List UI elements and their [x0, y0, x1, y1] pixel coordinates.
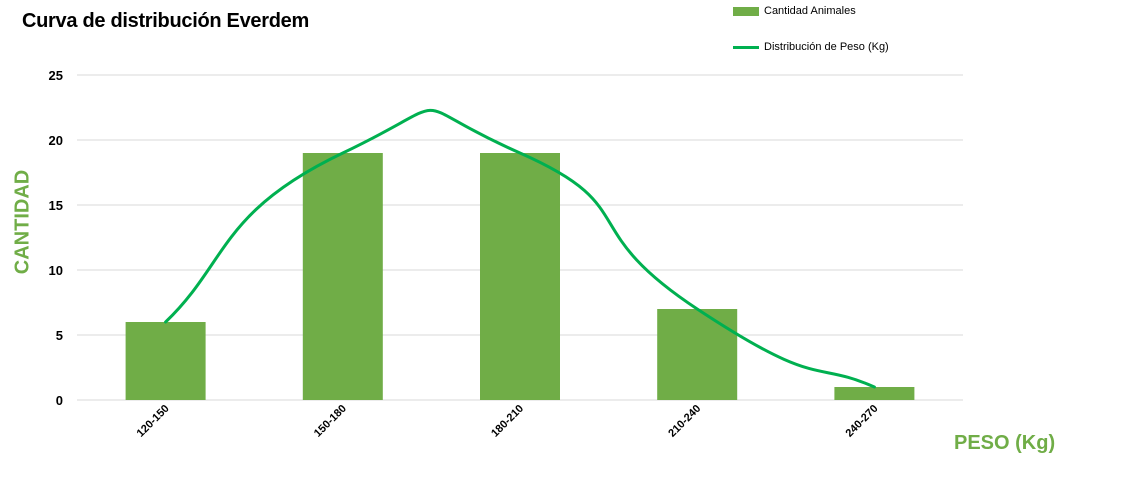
series-line: [164, 108, 876, 389]
chart-title: Curva de distribución Everdem: [22, 10, 309, 32]
y-tick-label: 0: [56, 393, 63, 408]
y-tick-label: 5: [56, 328, 63, 343]
bar: [480, 153, 560, 400]
legend-swatch-line: [733, 45, 759, 49]
x-tick-label: 120-150: [135, 403, 172, 440]
legend-item-line: Distribución de Peso (Kg): [733, 41, 889, 53]
bar: [125, 322, 206, 400]
legend-label-bars: Cantidad Animales: [764, 5, 856, 17]
x-tick-label: 150-180: [312, 403, 349, 440]
x-tick-label: 210-240: [666, 403, 703, 440]
x-tick-label: 240-270: [843, 403, 880, 440]
bar: [657, 309, 738, 400]
y-tick-label: 20: [49, 133, 63, 148]
y-tick-label: 25: [49, 68, 63, 83]
bar: [834, 387, 915, 400]
bar: [302, 153, 383, 400]
y-tick-label: 10: [49, 263, 63, 278]
x-axis-label: PESO (Kg): [954, 432, 1056, 454]
y-tick-label: 15: [49, 198, 63, 213]
legend-item-bars: Cantidad Animales: [733, 5, 856, 17]
legend-swatch-bars: [733, 6, 759, 16]
legend-label-line: Distribución de Peso (Kg): [764, 41, 889, 53]
x-tick-label: 180-210: [489, 403, 526, 440]
